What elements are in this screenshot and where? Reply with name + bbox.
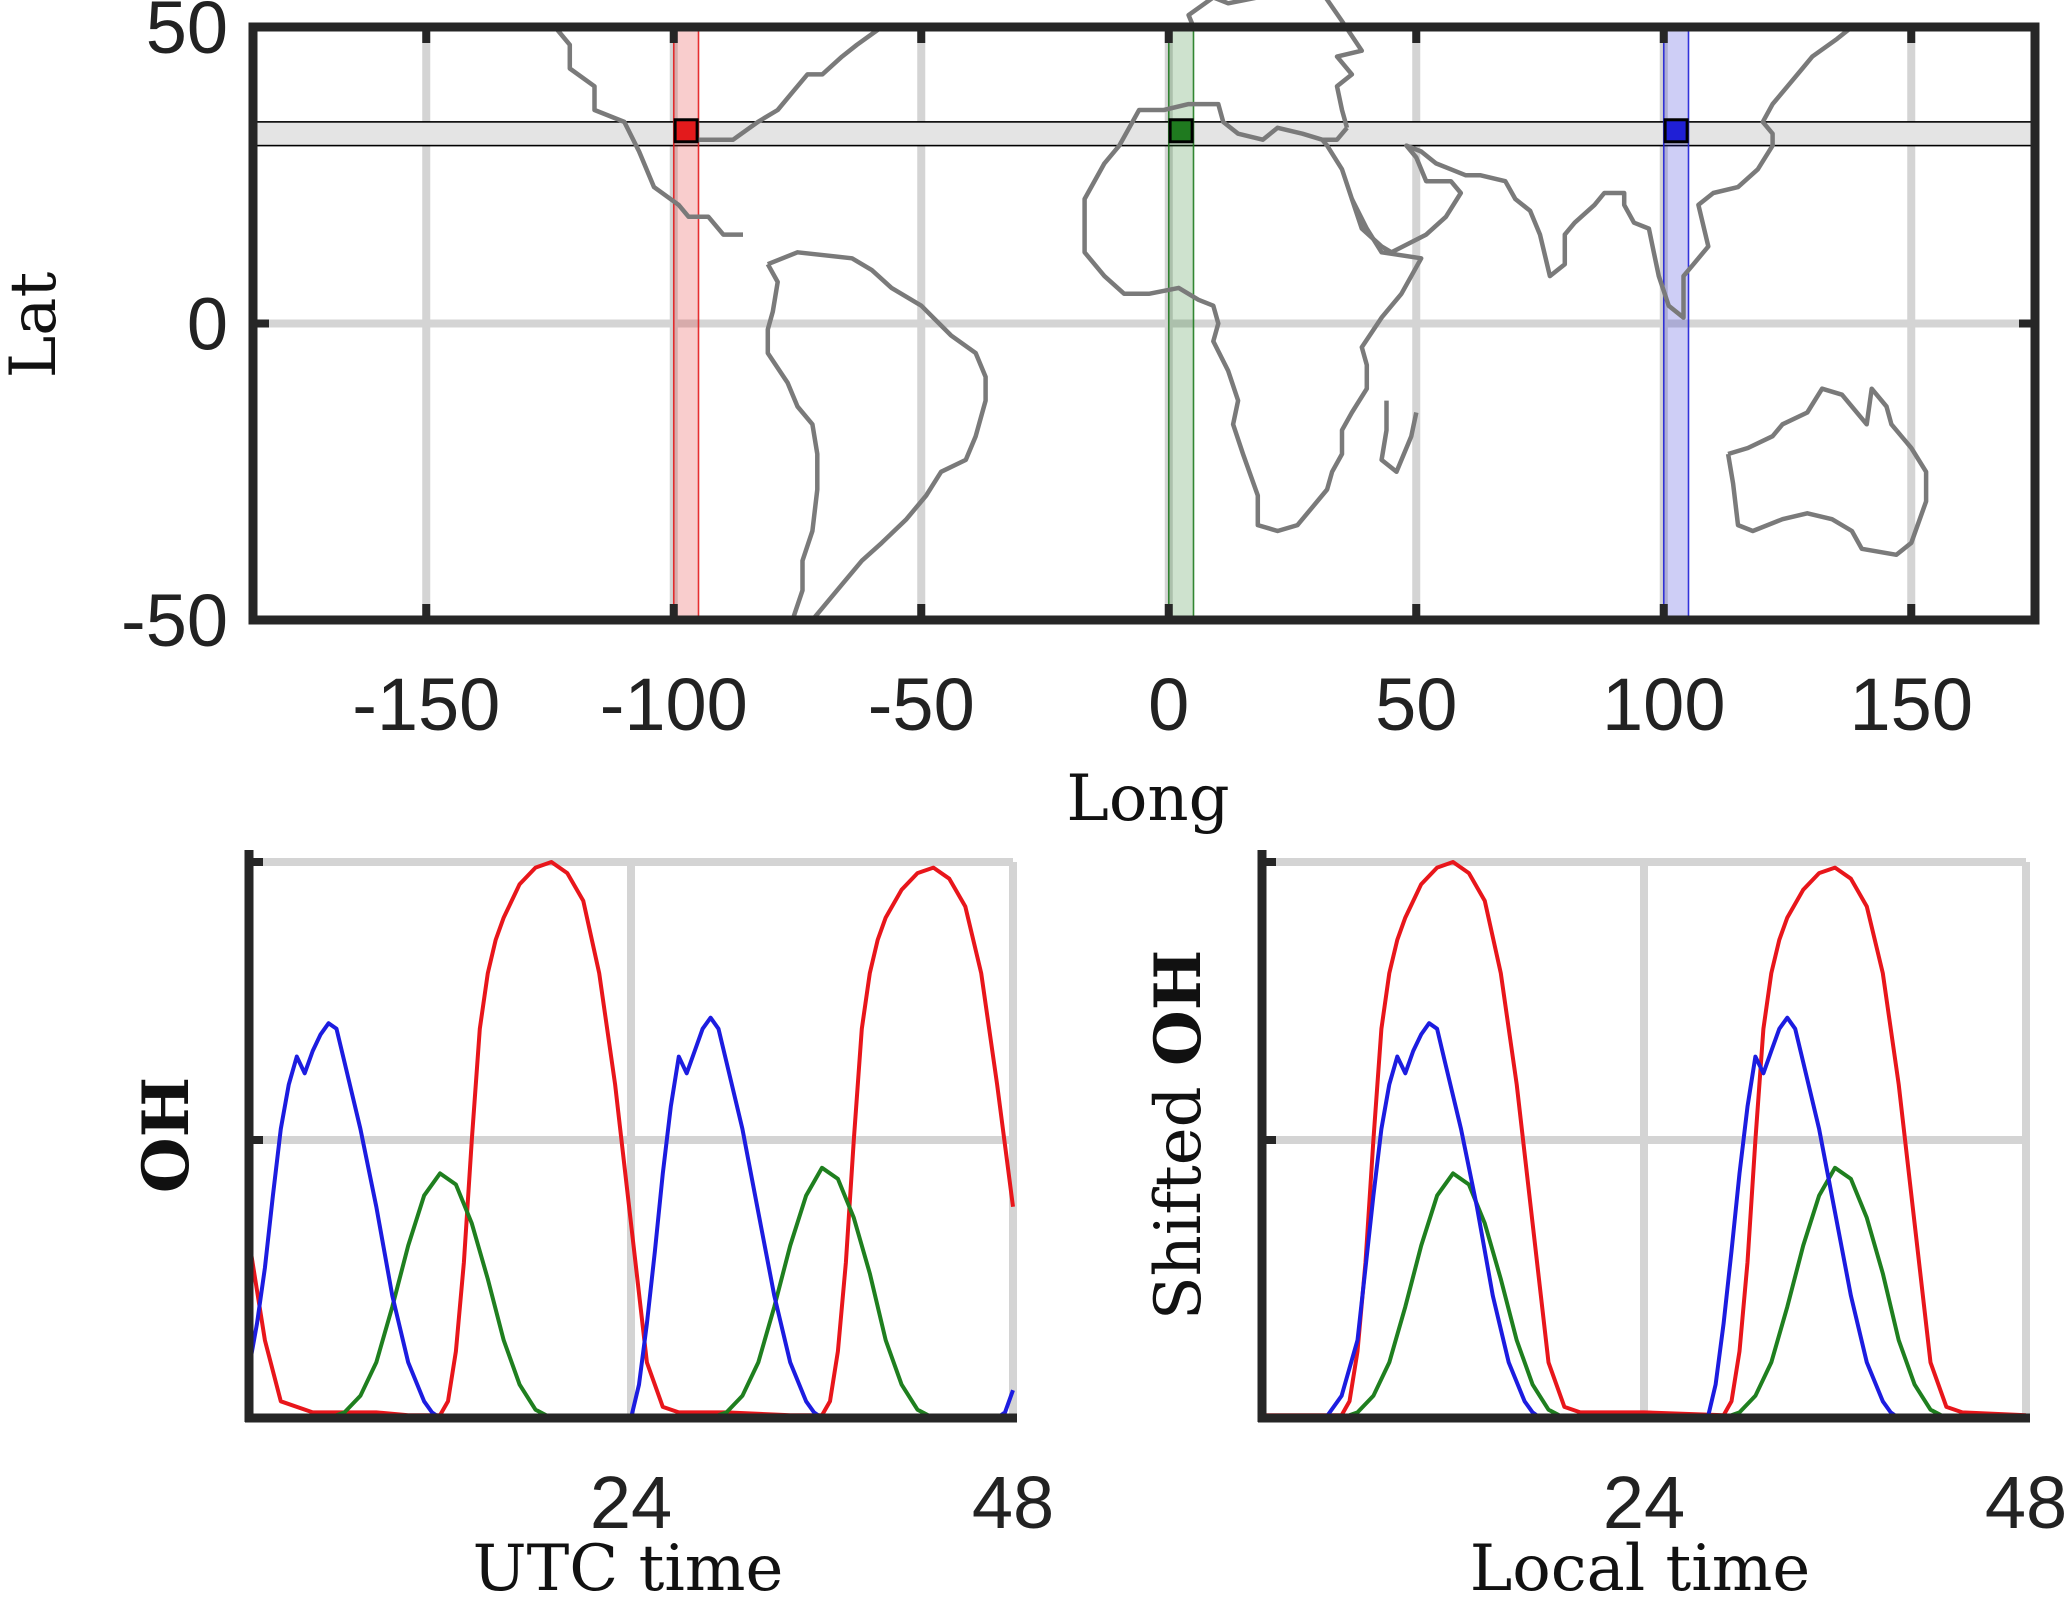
local-xlabel: Local time xyxy=(1470,1532,1811,1606)
map-xtick-label: -100 xyxy=(600,663,748,746)
map-xtick-label: -150 xyxy=(352,663,500,746)
utc-ylabel: OH xyxy=(129,1077,204,1193)
longitude-band-green xyxy=(1167,26,1195,621)
coastline xyxy=(765,263,820,621)
map-xtick-label: -50 xyxy=(868,663,975,746)
coastline xyxy=(1186,0,1365,129)
utc-time-panel: 24 48 UTC time OH xyxy=(129,850,1054,1606)
coastline xyxy=(1082,101,1424,534)
coastline xyxy=(1725,386,1929,558)
map-panel: -150 -100 -50 0 50 100 150 -50 0 50 Long Lat xyxy=(0,0,2040,836)
utc-xlabel: UTC time xyxy=(473,1532,784,1606)
local-time-panel: 24 48 Local time Shifted OH xyxy=(1141,850,2067,1606)
utc-xtick-label: 48 xyxy=(972,1461,1054,1544)
map-ylabel: Lat xyxy=(0,272,71,379)
coastline xyxy=(1349,25,1854,320)
site-marker-red xyxy=(673,118,699,144)
map-ytick-label: -50 xyxy=(121,579,228,662)
map-ytick-label: 0 xyxy=(187,283,228,366)
utc-series-blue xyxy=(247,1015,1015,1420)
site-marker-green xyxy=(1168,118,1194,144)
site-marker-blue xyxy=(1663,118,1689,144)
local-xtick-label: 48 xyxy=(1985,1461,2067,1544)
local-xtick-label: 24 xyxy=(1603,1461,1685,1544)
coastline xyxy=(688,25,884,142)
local-ylabel-prefix: Shifted xyxy=(1142,1066,1216,1320)
map-xtick-label: 0 xyxy=(1148,663,1189,746)
coastline xyxy=(553,25,743,237)
map-xtick-label: 100 xyxy=(1602,663,1725,746)
local-ylabel: Shifted OH xyxy=(1141,950,1216,1320)
local-ylabel-oh: OH xyxy=(1141,950,1216,1066)
map-xlabel: Long xyxy=(1066,762,1229,836)
coastline xyxy=(1379,400,1419,475)
local-series-red xyxy=(1262,860,2027,1418)
map-xtick-label: 150 xyxy=(1850,663,1973,746)
utc-series-red xyxy=(247,860,1015,1418)
longitude-band-red xyxy=(672,26,700,621)
utc-series-green xyxy=(249,1165,935,1420)
map-xtick-label: 50 xyxy=(1375,663,1457,746)
coastline xyxy=(766,250,988,622)
longitude-band-blue xyxy=(1662,26,1690,621)
map-ytick-label: 50 xyxy=(146,0,228,69)
utc-xtick-label: 24 xyxy=(590,1461,672,1544)
